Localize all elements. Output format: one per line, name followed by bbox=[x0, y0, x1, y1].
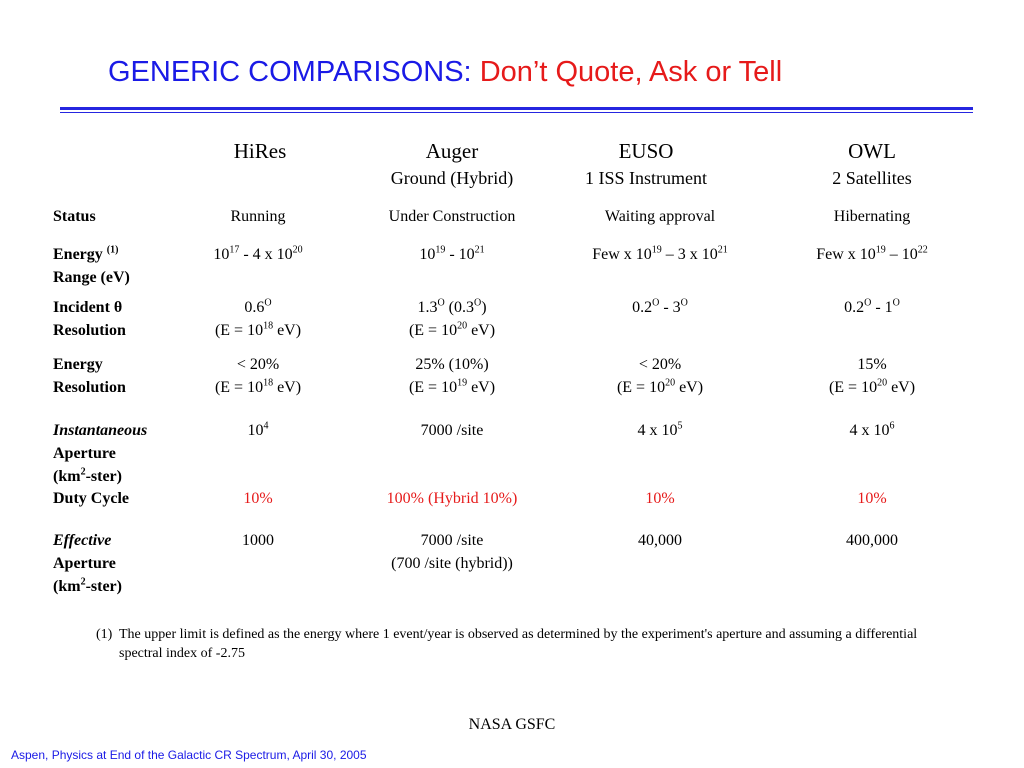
col-sub-owl: 2 Satellites bbox=[832, 168, 912, 188]
status-hires: Running bbox=[230, 208, 286, 225]
row-label-status: Status bbox=[53, 208, 96, 225]
incident-hires: 0.6O (E = 1018 eV) bbox=[214, 297, 302, 339]
duty-euso: 10% bbox=[645, 490, 675, 507]
eff-aperture-owl: 400,000 bbox=[846, 532, 898, 549]
col-head-euso: EUSO bbox=[618, 139, 674, 163]
col-head-hires: HiRes bbox=[233, 139, 287, 163]
row-label-energy-range: Energy (1) Range (eV) bbox=[53, 244, 130, 286]
status-owl: Hibernating bbox=[833, 208, 911, 225]
col-head-owl: OWL bbox=[848, 139, 896, 163]
col-sub-euso: 1 ISS Instrument bbox=[584, 168, 707, 188]
col-head-auger: Auger bbox=[425, 139, 479, 163]
energy-res-euso: < 20% (E = 1020 eV) bbox=[616, 356, 704, 396]
row-label-inst-aperture: Instantaneous Aperture (km2-ster) bbox=[53, 422, 148, 485]
incident-euso: 0.2O - 3O bbox=[632, 297, 688, 316]
row-label-incident: Incident θ Resolution bbox=[53, 299, 126, 339]
eff-aperture-euso: 40,000 bbox=[638, 532, 682, 549]
duty-hires: 10% bbox=[243, 490, 273, 507]
incident-owl: 0.2O - 1O bbox=[844, 297, 900, 316]
energy-range-euso: Few x 1019 – 3 x 1021 bbox=[592, 244, 728, 263]
energy-range-owl: Few x 1019 – 1022 bbox=[816, 244, 928, 263]
energy-range-auger: 1019 - 1021 bbox=[419, 244, 485, 263]
title-main: GENERIC COMPARISONS: bbox=[108, 56, 472, 88]
title-rule-thick bbox=[60, 107, 973, 110]
status-euso: Waiting approval bbox=[604, 208, 716, 225]
energy-range-hires: 1017 - 4 x 1020 bbox=[213, 244, 303, 263]
energy-res-hires: < 20% (E = 1018 eV) bbox=[214, 356, 302, 396]
incident-auger: 1.3O (0.3O) (E = 1020 eV) bbox=[408, 297, 496, 339]
duty-auger: 100% (Hybrid 10%) bbox=[386, 490, 518, 507]
eff-aperture-auger: 7000 /site (700 /site (hybrid)) bbox=[391, 532, 513, 572]
row-label-energy-res: Energy Resolution bbox=[53, 356, 126, 396]
footer-credit: Aspen, Physics at End of the Galactic CR… bbox=[11, 748, 367, 762]
duty-owl: 10% bbox=[857, 490, 887, 507]
inst-aperture-owl: 4 x 106 bbox=[849, 420, 895, 439]
row-label-eff-aperture: Effective Aperture (km2-ster) bbox=[53, 532, 122, 595]
title-highlight: Don’t Quote, Ask or Tell bbox=[479, 56, 783, 88]
inst-aperture-auger: 7000 /site bbox=[420, 422, 484, 439]
eff-aperture-hires: 1000 bbox=[242, 532, 274, 549]
page-title: GENERIC COMPARISONS: Don’t Quote, Ask or… bbox=[108, 56, 782, 89]
footnote-number: (1) bbox=[96, 627, 113, 642]
inst-aperture-euso: 4 x 105 bbox=[637, 420, 683, 439]
inst-aperture-hires: 104 bbox=[247, 420, 269, 439]
footnote-text: The upper limit is defined as the energy… bbox=[119, 627, 918, 661]
energy-res-owl: 15% (E = 1020 eV) bbox=[828, 356, 916, 396]
title-rule-thin bbox=[60, 112, 973, 113]
col-sub-auger: Ground (Hybrid) bbox=[390, 168, 514, 188]
center-footer: NASA GSFC bbox=[468, 716, 556, 733]
status-auger: Under Construction bbox=[388, 208, 516, 225]
row-label-duty-cycle: Duty Cycle bbox=[53, 490, 129, 507]
energy-res-auger: 25% (10%) (E = 1019 eV) bbox=[408, 356, 496, 396]
